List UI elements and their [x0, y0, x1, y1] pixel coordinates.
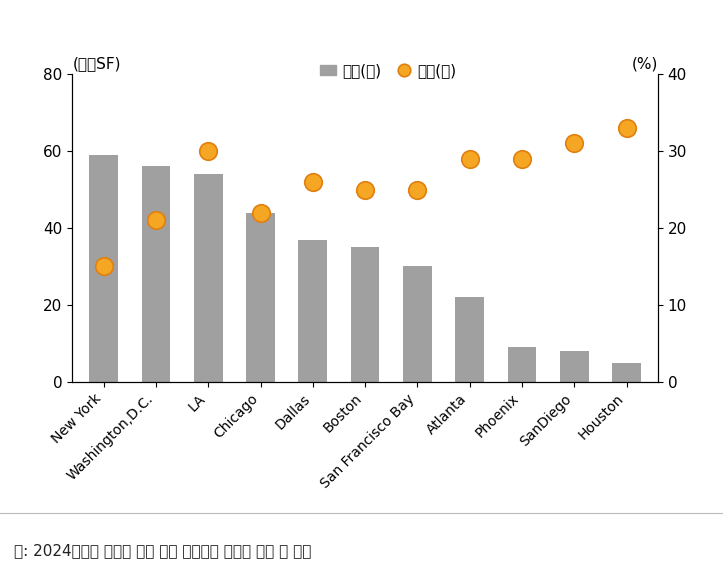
Text: (백만SF): (백만SF) [72, 56, 121, 71]
Bar [560, 351, 589, 382]
Bar [508, 347, 536, 382]
Point [359, 185, 371, 194]
Bar [194, 174, 223, 382]
Text: (%): (%) [632, 56, 658, 71]
Bar [246, 213, 275, 382]
Bar [612, 363, 641, 382]
Point [621, 124, 633, 133]
Bar [299, 239, 328, 382]
Bar [90, 155, 118, 382]
Bar [455, 298, 484, 382]
Point [98, 262, 109, 271]
Text: 주: 2024년까지 임대차 계약 만기 도래하는 오피스 면적 및 비율: 주: 2024년까지 임대차 계약 만기 도래하는 오피스 면적 및 비율 [14, 544, 312, 559]
Point [516, 154, 528, 163]
Point [202, 146, 214, 156]
Point [307, 177, 319, 186]
Bar [142, 166, 171, 382]
Bar [403, 267, 432, 382]
Point [464, 154, 476, 163]
Bar [351, 247, 380, 382]
Point [254, 208, 266, 217]
Point [411, 185, 423, 194]
Point [150, 216, 162, 225]
Point [568, 139, 580, 148]
Legend: 면적(좌), 비율(우): 면적(좌), 비율(우) [315, 57, 463, 84]
